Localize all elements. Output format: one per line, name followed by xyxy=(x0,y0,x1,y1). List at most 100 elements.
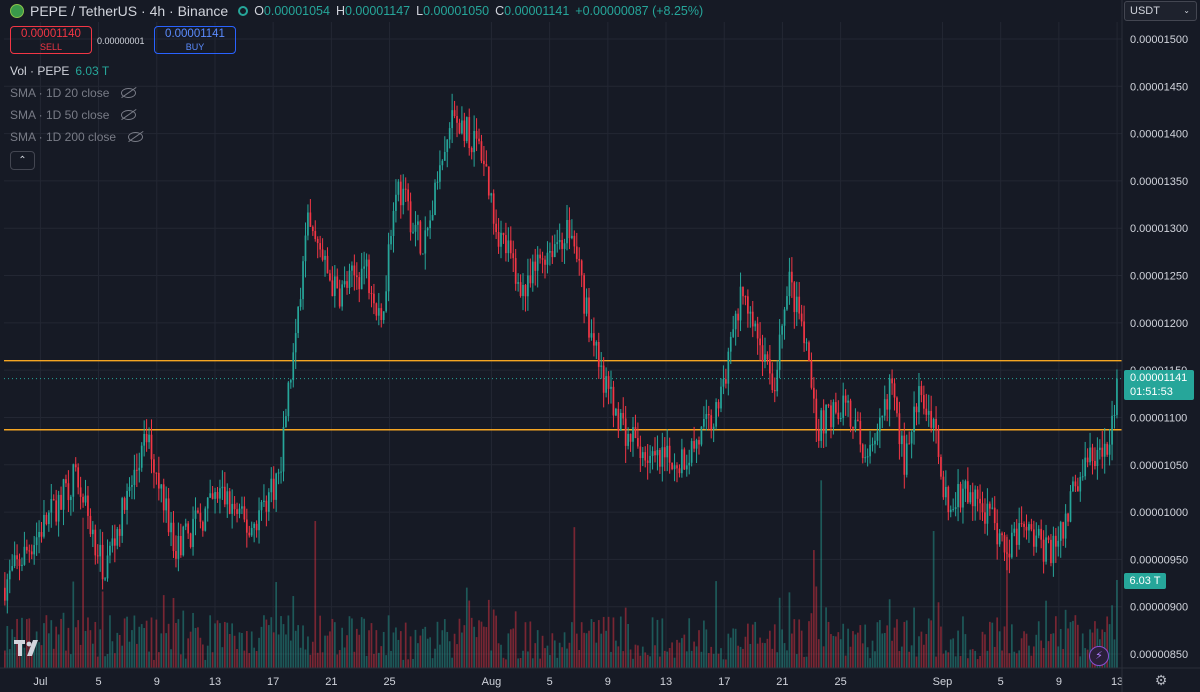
volume-bar xyxy=(903,621,906,668)
candle-body xyxy=(544,259,546,265)
candle-body xyxy=(639,446,642,459)
candle-body xyxy=(991,507,994,509)
eye-hidden-icon[interactable] xyxy=(128,132,144,142)
candle-body xyxy=(25,546,28,551)
sma-200-legend[interactable]: SMA · 1D 200 close xyxy=(10,130,144,144)
volume-bar xyxy=(299,647,302,668)
candle-body xyxy=(226,491,229,505)
candle-body xyxy=(761,345,764,362)
pepe-coin-icon xyxy=(10,4,24,18)
volume-bar xyxy=(859,625,862,668)
candle-body xyxy=(707,414,710,416)
lightning-icon[interactable]: ⚡ xyxy=(1089,646,1109,666)
volume-bar xyxy=(309,654,312,668)
volume-bar xyxy=(854,634,857,668)
candle-body xyxy=(839,418,842,420)
candle-body xyxy=(808,342,810,361)
volume-bar xyxy=(236,648,238,668)
volume-bar xyxy=(595,642,598,668)
candle-body xyxy=(593,333,595,346)
volume-bar xyxy=(1054,616,1057,668)
volume-bar xyxy=(109,615,111,668)
candle-body xyxy=(187,523,190,534)
candle-body xyxy=(426,228,429,231)
currency-select[interactable]: USDT ⌄ xyxy=(1124,1,1197,21)
volume-bar xyxy=(742,648,744,668)
eye-hidden-icon[interactable] xyxy=(121,88,137,98)
candle-body xyxy=(380,308,383,321)
candle-body xyxy=(573,235,576,247)
volume-bar xyxy=(764,643,766,668)
candle-body xyxy=(835,402,837,413)
volume-bar xyxy=(219,623,221,668)
volume-bar xyxy=(6,626,9,668)
candle-body xyxy=(922,395,925,409)
candle-body xyxy=(988,503,991,509)
volume-indicator-legend[interactable]: Vol · PEPE 6.03 T xyxy=(10,64,109,78)
grid xyxy=(4,22,1122,668)
volume-bar xyxy=(155,619,158,668)
collapse-legend-button[interactable]: ⌃ xyxy=(10,151,35,170)
candle-body xyxy=(13,555,16,567)
candle-body xyxy=(287,382,290,417)
candle-body xyxy=(441,160,444,166)
buy-price: 0.00001141 xyxy=(165,28,225,40)
sell-button[interactable]: 0.00001140 SELL xyxy=(10,26,92,54)
volume-bar xyxy=(280,616,282,668)
candle-body xyxy=(192,518,194,547)
candle-body xyxy=(910,432,913,444)
candle-body xyxy=(712,426,715,430)
candle-body xyxy=(155,472,158,474)
candle-body xyxy=(30,551,33,555)
candle-body xyxy=(294,333,297,353)
volume-bar xyxy=(502,657,505,668)
volume-bar xyxy=(610,651,612,668)
volume-bar xyxy=(1089,629,1091,668)
candle-body xyxy=(417,221,419,225)
volume-bar xyxy=(905,620,908,668)
buy-button[interactable]: 0.00001141 BUY xyxy=(154,26,236,54)
volume-bar xyxy=(940,626,942,668)
candle-body xyxy=(1101,447,1104,457)
volume-bar xyxy=(106,653,109,668)
volume-bar xyxy=(605,630,607,668)
volume-bar xyxy=(1062,648,1065,668)
time-tick-label: 13 xyxy=(1111,676,1123,688)
volume-bar xyxy=(126,616,128,668)
volume-bar xyxy=(1006,534,1008,668)
candle-body xyxy=(1074,481,1077,487)
candle-body xyxy=(206,497,209,509)
volume-bar xyxy=(710,646,713,668)
eye-hidden-icon[interactable] xyxy=(121,110,137,120)
candle-body xyxy=(431,215,434,221)
volume-bar xyxy=(245,631,248,668)
candle-body xyxy=(678,468,681,474)
volume-bar xyxy=(253,647,256,668)
symbol-legend: PEPE / TetherUS · 4h · Binance O0.000010… xyxy=(10,2,703,20)
sma-50-legend[interactable]: SMA · 1D 50 close xyxy=(10,108,137,122)
chevron-up-icon: ⌃ xyxy=(18,155,27,166)
volume-bar xyxy=(338,650,341,668)
volume-bar xyxy=(45,615,48,668)
candle-body xyxy=(1032,529,1035,547)
volume-bar xyxy=(419,635,422,668)
candle-body xyxy=(89,515,92,535)
volume-bar xyxy=(177,619,180,668)
candle-body xyxy=(348,270,351,288)
settings-gear-icon[interactable]: ⚙ xyxy=(1154,672,1168,688)
volume-bar xyxy=(1111,605,1113,668)
volume-bar xyxy=(993,646,996,668)
volume-bar xyxy=(289,640,292,668)
volume-bar xyxy=(368,630,370,668)
candle-body xyxy=(436,181,439,183)
sma-20-legend[interactable]: SMA · 1D 20 close xyxy=(10,86,137,100)
time-tick-label: 17 xyxy=(718,676,730,688)
pair-title[interactable]: PEPE / TetherUS · 4h · Binance xyxy=(30,3,229,19)
chevron-down-icon: ⌄ xyxy=(1183,6,1190,15)
candle-body xyxy=(615,408,617,416)
volume-bar xyxy=(698,630,700,668)
candle-body xyxy=(311,226,314,232)
tradingview-logo-icon[interactable] xyxy=(14,640,42,656)
candle-body xyxy=(307,212,309,236)
